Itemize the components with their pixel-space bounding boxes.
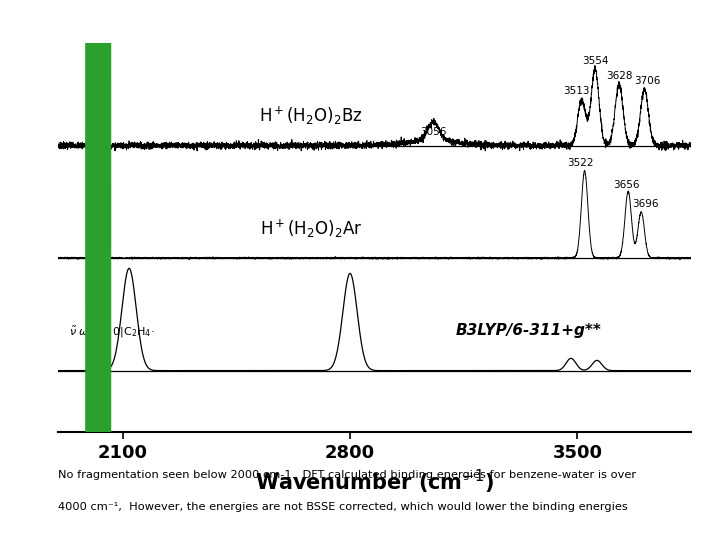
Text: 3554: 3554 [582,56,608,66]
Text: H$^+$(H$_2$O)$_2$Ar: H$^+$(H$_2$O)$_2$Ar [260,217,362,240]
Text: 4000 cm⁻¹,  However, the energies are not BSSE corrected, which would lower the : 4000 cm⁻¹, However, the energies are not… [58,502,627,512]
Text: 3696: 3696 [632,199,658,209]
Text: 3522: 3522 [567,158,594,168]
Text: No fragmentation seen below 2000 cm-1.  DFT calculated binding energies for benz: No fragmentation seen below 2000 cm-1. D… [58,470,636,480]
Text: B3LYP/6-311+g**: B3LYP/6-311+g** [456,323,602,338]
Text: 3656: 3656 [613,179,640,190]
Text: 3628: 3628 [606,71,632,81]
Circle shape [86,0,111,540]
Text: 3056: 3056 [420,127,446,137]
Text: H$^+$(H$_2$O)$_2$Bz: H$^+$(H$_2$O)$_2$Bz [259,105,363,127]
Text: $\tilde{\nu}$ $\omega_{\mathbf{ex}}$$\rightarrow$0|C$_2$H$_4$·: $\tilde{\nu}$ $\omega_{\mathbf{ex}}$$\ri… [69,325,154,340]
Text: 3706: 3706 [634,76,660,86]
Text: 3513: 3513 [564,86,590,97]
X-axis label: Wavenumber (cm$^{-1}$): Wavenumber (cm$^{-1}$) [255,467,494,496]
